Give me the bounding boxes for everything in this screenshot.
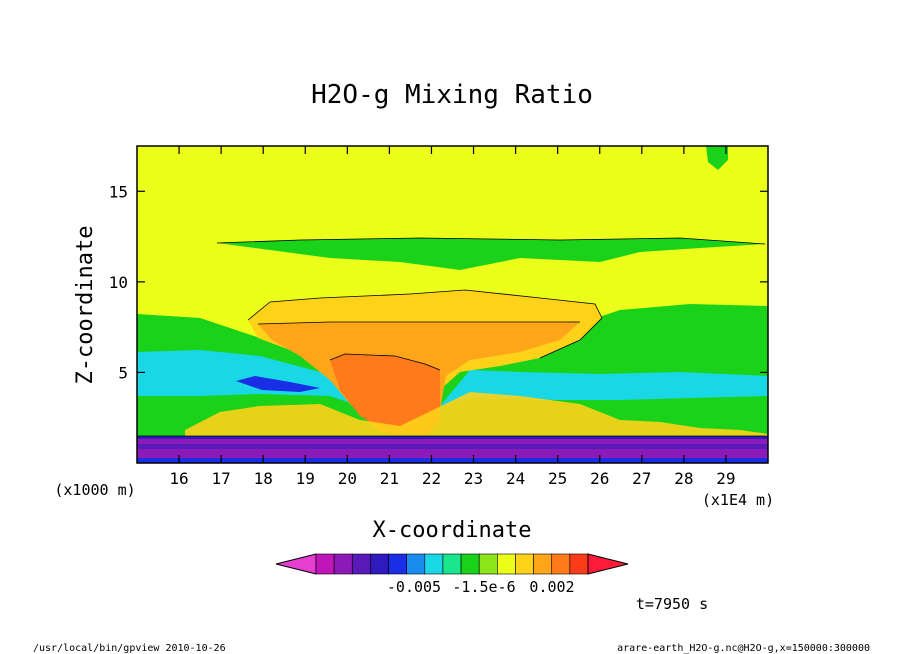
y-tick-label: 15	[109, 182, 128, 201]
x-tick-label: 16	[169, 469, 188, 488]
colorbar-segment	[551, 553, 571, 575]
colorbar-tick-labels: -0.005 -1.5e-6 0.002	[387, 578, 575, 596]
colorbar-segment	[388, 553, 407, 575]
region-top-cell	[706, 146, 728, 170]
colorbar-tick-label: -1.5e-6	[452, 578, 515, 596]
region-boundary-layer-mid	[137, 444, 768, 449]
x-axis-label: X-coordinate	[373, 518, 532, 543]
colorbar-segment	[497, 553, 516, 575]
colorbar-tick-label: -0.005	[387, 578, 441, 596]
region-boundary-layer-bottom	[137, 458, 768, 463]
y-axis: 5 10 15	[109, 182, 768, 382]
x-axis-unit: (x1E4 m)	[702, 491, 774, 509]
x-tick-label: 27	[632, 469, 651, 488]
colorbar-segment	[569, 553, 589, 575]
colorbar-tick-label: 0.002	[529, 578, 574, 596]
x-tick-label: 20	[338, 469, 357, 488]
x-tick-label: 29	[716, 469, 735, 488]
colorbar-segment	[370, 553, 389, 575]
x-axis: 16 17 18 19 20 21 22 23 24 25 26 27 28 29	[169, 146, 736, 488]
y-tick-label: 5	[118, 363, 128, 382]
x-tick-label: 28	[674, 469, 693, 488]
plot-area	[137, 146, 768, 463]
footer-left: /usr/local/bin/gpview 2010-10-26	[33, 643, 226, 654]
y-axis-label: Z-coordinate	[73, 226, 98, 385]
colorbar-over-triangle	[587, 553, 629, 575]
region-low-level-band	[185, 392, 768, 438]
footer-right: arare-earth_H2O-g.nc@H2O-g,x=150000:3000…	[617, 643, 870, 654]
x-tick-label: 21	[380, 469, 399, 488]
colorbar-segment	[333, 553, 353, 575]
region-humid-layer	[137, 350, 768, 420]
region-boundary-layer-top	[137, 436, 768, 439]
chart-title: H2O-g Mixing Ratio	[311, 80, 593, 110]
region-upper-moist-band	[217, 238, 765, 270]
x-tick-label: 25	[548, 469, 567, 488]
colorbar-segment	[460, 553, 480, 575]
colorbar-segment	[406, 553, 426, 575]
x-tick-label: 23	[464, 469, 483, 488]
colorbar-segment	[351, 553, 371, 575]
x-tick-label: 17	[212, 469, 231, 488]
contour-lines	[137, 237, 768, 437]
colorbar	[275, 553, 629, 575]
colorbar-segment	[533, 553, 553, 575]
region-core	[330, 354, 440, 434]
y-axis-unit: (x1000 m)	[54, 481, 135, 499]
colorbar-segment	[424, 553, 444, 575]
colorbar-segment	[315, 553, 335, 575]
plot-frame	[136, 145, 769, 464]
colorbar-segment	[478, 553, 498, 575]
x-tick-label: 24	[506, 469, 525, 488]
colorbar-segment	[442, 553, 462, 575]
colorbar-under-triangle	[275, 553, 317, 575]
x-tick-label: 19	[296, 469, 315, 488]
y-tick-label: 10	[109, 273, 128, 292]
x-tick-label: 18	[254, 469, 273, 488]
colorbar-segment	[515, 553, 534, 575]
region-dry-intrusion	[236, 376, 320, 392]
x-tick-label: 22	[422, 469, 441, 488]
x-tick-label: 26	[590, 469, 609, 488]
time-annotation: t=7950 s	[636, 595, 708, 613]
